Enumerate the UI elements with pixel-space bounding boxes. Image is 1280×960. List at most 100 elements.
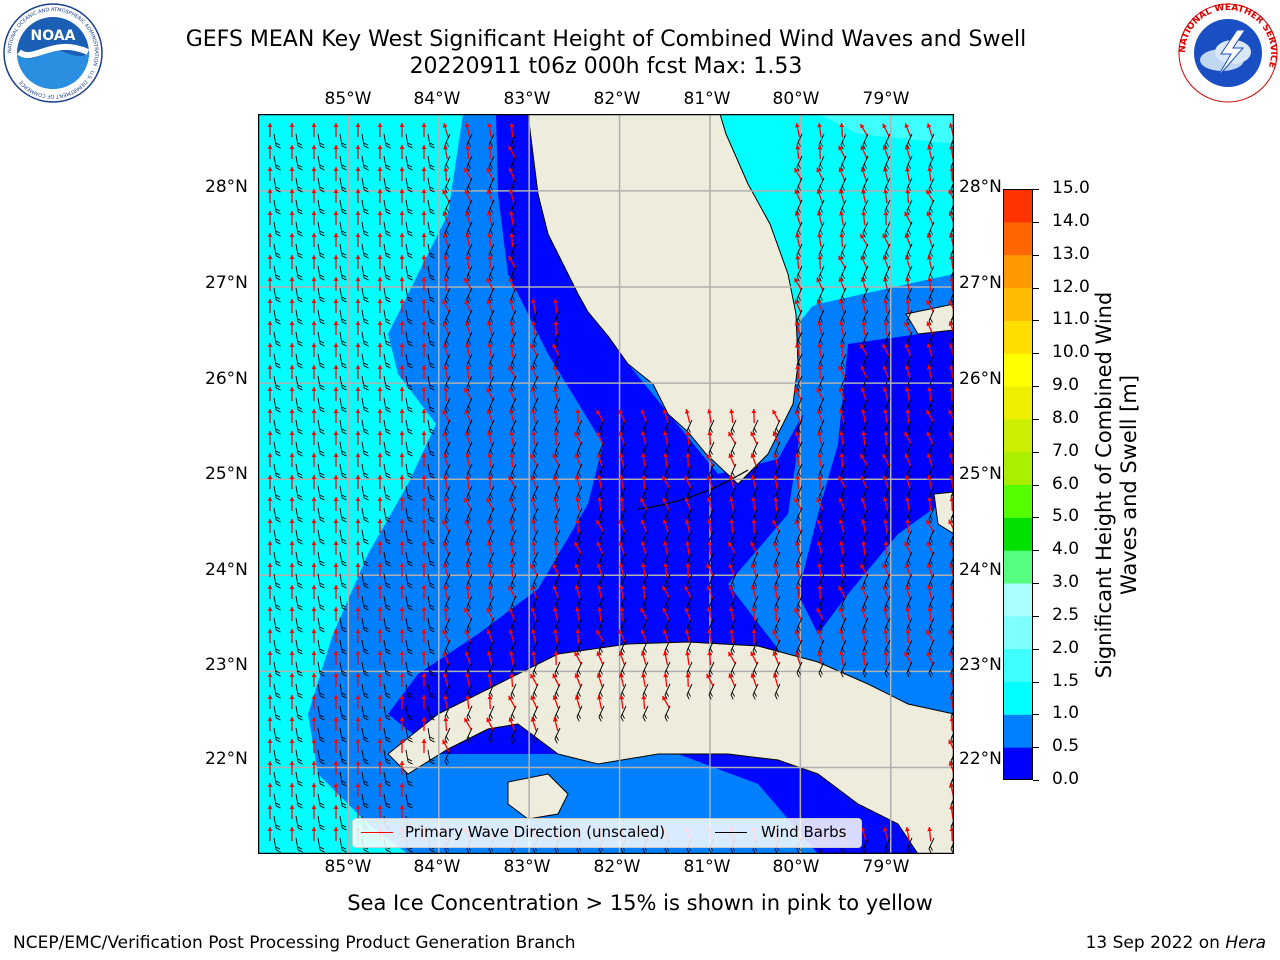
wind-barb: [906, 199, 913, 216]
wind-barb: [928, 419, 935, 436]
wave-direction-arrow: [574, 475, 581, 489]
wave-direction-arrow: [355, 189, 361, 203]
lat-label-left-27n: 27°N: [205, 273, 248, 293]
wind-barb: [444, 529, 451, 546]
wind-barb: [642, 485, 649, 502]
wave-direction-arrow: [793, 277, 803, 291]
wave-direction-arrow: [333, 255, 339, 269]
wave-direction-arrow: [530, 365, 538, 379]
wave-direction-arrow: [508, 475, 516, 489]
lon-label-top-82w: 82°W: [593, 89, 641, 109]
wave-direction-arrow: [377, 211, 383, 225]
wave-direction-arrow: [267, 233, 273, 247]
wave-direction-arrow: [463, 167, 473, 181]
colorbar-segment: [1003, 681, 1033, 715]
wave-direction-arrow: [399, 123, 405, 137]
wave-direction-arrow: [289, 233, 295, 247]
wind-barb: [339, 419, 347, 435]
credit-line: NCEP/EMC/Verification Post Processing Pr…: [13, 933, 576, 953]
wave-direction-arrow: [838, 519, 845, 533]
legend-wind-barb-label: Wind Barbs: [761, 823, 847, 841]
wave-direction-arrow: [289, 343, 295, 357]
wind-barb: [383, 397, 391, 413]
wind-barb: [317, 265, 325, 281]
wind-barb: [339, 507, 347, 523]
wave-direction-arrow: [640, 409, 648, 423]
wave-direction-arrow: [509, 122, 515, 138]
wave-direction-arrow: [443, 386, 449, 402]
wave-direction-arrow: [772, 519, 780, 533]
wave-direction-arrow: [487, 474, 493, 490]
wave-direction-arrow: [421, 299, 427, 313]
wind-barb: [383, 221, 391, 237]
wave-direction-arrow: [838, 277, 846, 291]
wave-direction-arrow: [883, 408, 889, 424]
wave-direction-arrow: [860, 497, 867, 511]
wave-direction-arrow: [443, 254, 448, 270]
date-stamp: 13 Sep 2022 on Hera: [1086, 933, 1266, 953]
wind-barb: [774, 529, 781, 546]
wave-direction-arrow: [926, 255, 933, 269]
wave-direction-arrow: [882, 145, 890, 159]
wave-direction-arrow: [267, 211, 273, 225]
wind-barb: [427, 507, 435, 523]
wave-direction-arrow: [443, 276, 449, 292]
wave-direction-arrow: [948, 409, 954, 423]
colorbar-tick-mark: [1033, 254, 1039, 256]
wave-direction-arrow: [926, 365, 933, 379]
wind-barb: [488, 177, 495, 194]
wind-barb: [752, 419, 759, 436]
wave-direction-arrow: [508, 255, 516, 269]
wind-barb: [444, 177, 451, 194]
wave-direction-arrow: [596, 431, 604, 445]
wind-barb: [862, 353, 869, 370]
wind-barb: [818, 287, 825, 304]
wave-direction-arrow: [860, 277, 867, 291]
wave-direction-arrow: [267, 475, 273, 489]
wave-direction-arrow: [508, 189, 515, 203]
wave-direction-arrow: [772, 453, 779, 467]
wave-direction-arrow: [596, 453, 603, 467]
colorbar-segment: [1003, 451, 1033, 485]
wave-direction-arrow: [463, 497, 473, 511]
wave-direction-arrow: [421, 123, 427, 137]
wind-barb: [317, 155, 325, 171]
colorbar-segment: [1003, 254, 1033, 288]
wave-direction-arrow: [267, 123, 273, 137]
wave-direction-arrow: [442, 409, 450, 423]
wave-direction-arrow: [794, 343, 801, 357]
wave-direction-arrow: [927, 276, 933, 292]
wave-direction-arrow: [487, 254, 493, 270]
colorbar-tick-mark: [1033, 320, 1039, 322]
wave-direction-arrow: [508, 277, 516, 291]
wave-direction-arrow: [772, 409, 780, 423]
vector-field: [267, 122, 954, 854]
lon-label-top-85w: 85°W: [324, 89, 372, 109]
wind-barb: [840, 265, 847, 282]
colorbar-segment: [1003, 714, 1033, 748]
wind-barb: [361, 353, 369, 369]
wind-barb: [339, 529, 347, 545]
wave-direction-arrow: [727, 431, 737, 445]
wave-direction-arrow: [530, 409, 537, 423]
wind-barb: [862, 331, 869, 348]
wave-direction-arrow: [883, 518, 889, 534]
wind-barb: [488, 287, 495, 304]
wave-direction-arrow: [399, 277, 405, 291]
wave-direction-arrow: [685, 430, 691, 446]
wind-barb: [427, 353, 435, 369]
wave-direction-arrow: [267, 365, 273, 379]
lon-label-top-79w: 79°W: [862, 89, 910, 109]
wind-barb: [295, 309, 303, 325]
wave-direction-arrow: [530, 475, 538, 489]
wind-barb: [405, 529, 413, 545]
wind-barb: [339, 155, 347, 171]
wind-barb: [383, 265, 391, 281]
colorbar-segment: [1003, 517, 1033, 551]
colorbar-tick-label: 1.0: [1052, 703, 1080, 724]
wave-direction-arrow: [399, 541, 405, 555]
wave-direction-arrow: [486, 277, 494, 291]
wind-barb: [928, 177, 935, 194]
wind-barb: [510, 133, 517, 150]
wave-direction-arrow: [905, 276, 910, 292]
